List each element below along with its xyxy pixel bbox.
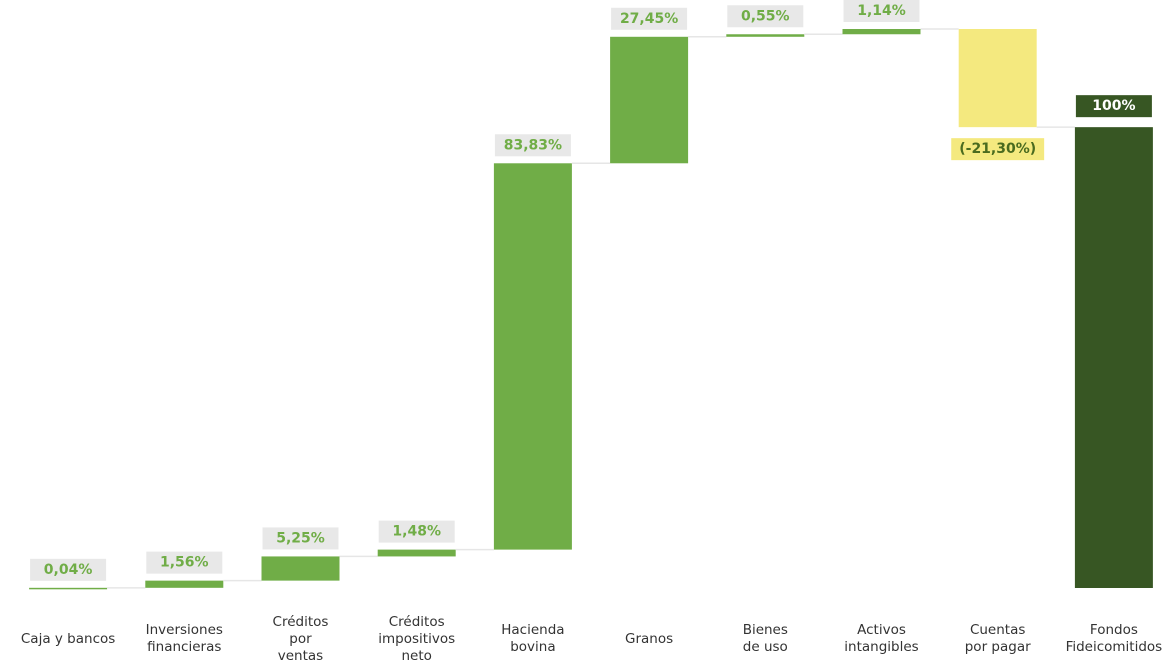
- data-label: 83,83%: [504, 137, 562, 153]
- data-label: 27,45%: [620, 11, 678, 27]
- data-label-box: [494, 134, 571, 157]
- bar: [493, 163, 572, 550]
- bar: [958, 29, 1037, 128]
- data-label: 1,48%: [392, 524, 441, 540]
- x-tick-label: Créditos impositivos neto: [378, 613, 456, 664]
- bar: [145, 580, 224, 588]
- data-label-box: [843, 0, 920, 22]
- data-label-box: [378, 520, 455, 543]
- x-tick-label: Inversiones financieras: [145, 622, 223, 655]
- data-label: (-21,30%): [959, 141, 1036, 157]
- data-label: 0,55%: [741, 8, 790, 24]
- data-label-box: [30, 558, 107, 581]
- bar: [726, 34, 805, 37]
- data-label: 100%: [1092, 98, 1135, 114]
- bar: [29, 587, 108, 590]
- data-label-box: [1075, 95, 1152, 118]
- bar: [1074, 127, 1153, 588]
- x-tick-label: Caja y bancos: [20, 630, 116, 647]
- x-tick-label: Bienes de uso: [742, 622, 788, 655]
- data-label: 1,56%: [160, 555, 209, 571]
- x-tick-label: Fondos Fideicomitidos: [1065, 622, 1163, 655]
- bar: [842, 29, 921, 35]
- bar: [377, 549, 456, 557]
- x-tick-label: Créditos por ventas: [272, 613, 329, 664]
- data-label: 5,25%: [276, 530, 325, 546]
- x-tick-label: Cuentas por pagar: [964, 622, 1031, 655]
- data-label: 1,14%: [857, 3, 906, 19]
- data-label-box: [262, 527, 339, 550]
- data-label-box: [146, 551, 223, 574]
- data-label: 0,04%: [44, 562, 93, 578]
- data-label-box: [727, 5, 804, 28]
- bar: [610, 36, 689, 164]
- data-label-box: [611, 7, 688, 30]
- x-tick-label: Hacienda bovina: [501, 622, 565, 655]
- x-tick-label: Activos intangibles: [844, 622, 919, 655]
- data-label-box: [951, 138, 1045, 161]
- bar: [261, 556, 340, 581]
- x-tick-label: Granos: [625, 630, 674, 647]
